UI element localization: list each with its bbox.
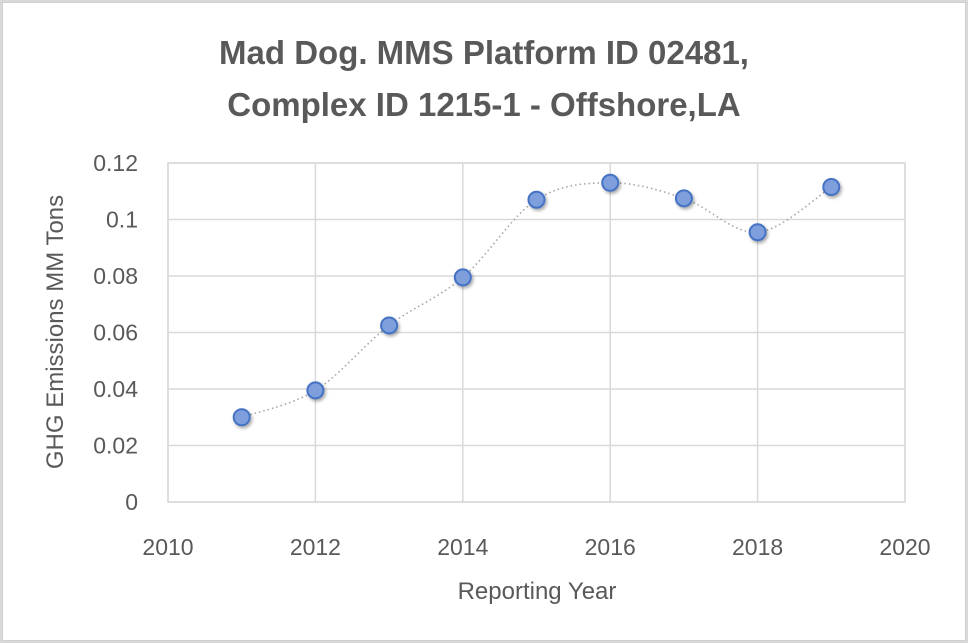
y-tick-label: 0.12: [93, 150, 138, 176]
chart-title-line-2: Complex ID 1215-1 - Offshore,LA: [227, 86, 740, 123]
y-tick-label: 0.1: [106, 207, 138, 233]
data-point: [601, 173, 620, 192]
data-point: [380, 316, 399, 335]
chart-title-line-1: Mad Dog. MMS Platform ID 02481,: [219, 34, 749, 71]
data-point: [748, 223, 767, 242]
y-axis-title: GHG Emissions MM Tons: [42, 195, 69, 469]
series-line: [241, 181, 832, 419]
x-axis-title: Reporting Year: [458, 578, 617, 605]
x-tick-label: 2020: [879, 534, 930, 560]
y-tick-label: 0.06: [93, 320, 138, 346]
y-tick-label: 0.04: [93, 376, 138, 402]
y-tick-label: 0: [125, 489, 138, 515]
plot-area: [167, 162, 906, 503]
x-tick-label: 2018: [732, 534, 783, 560]
data-point: [822, 178, 841, 197]
x-tick-label: 2012: [290, 534, 341, 560]
data-point: [306, 381, 325, 400]
x-tick-label: 2010: [142, 534, 193, 560]
data-point: [674, 189, 693, 208]
x-tick-label: 2016: [585, 534, 636, 560]
data-point: [232, 408, 251, 427]
x-tick-label: 2014: [437, 534, 488, 560]
data-point: [453, 268, 472, 287]
y-tick-label: 0.02: [93, 433, 138, 459]
y-tick-label: 0.08: [93, 263, 138, 289]
data-point: [527, 190, 546, 209]
